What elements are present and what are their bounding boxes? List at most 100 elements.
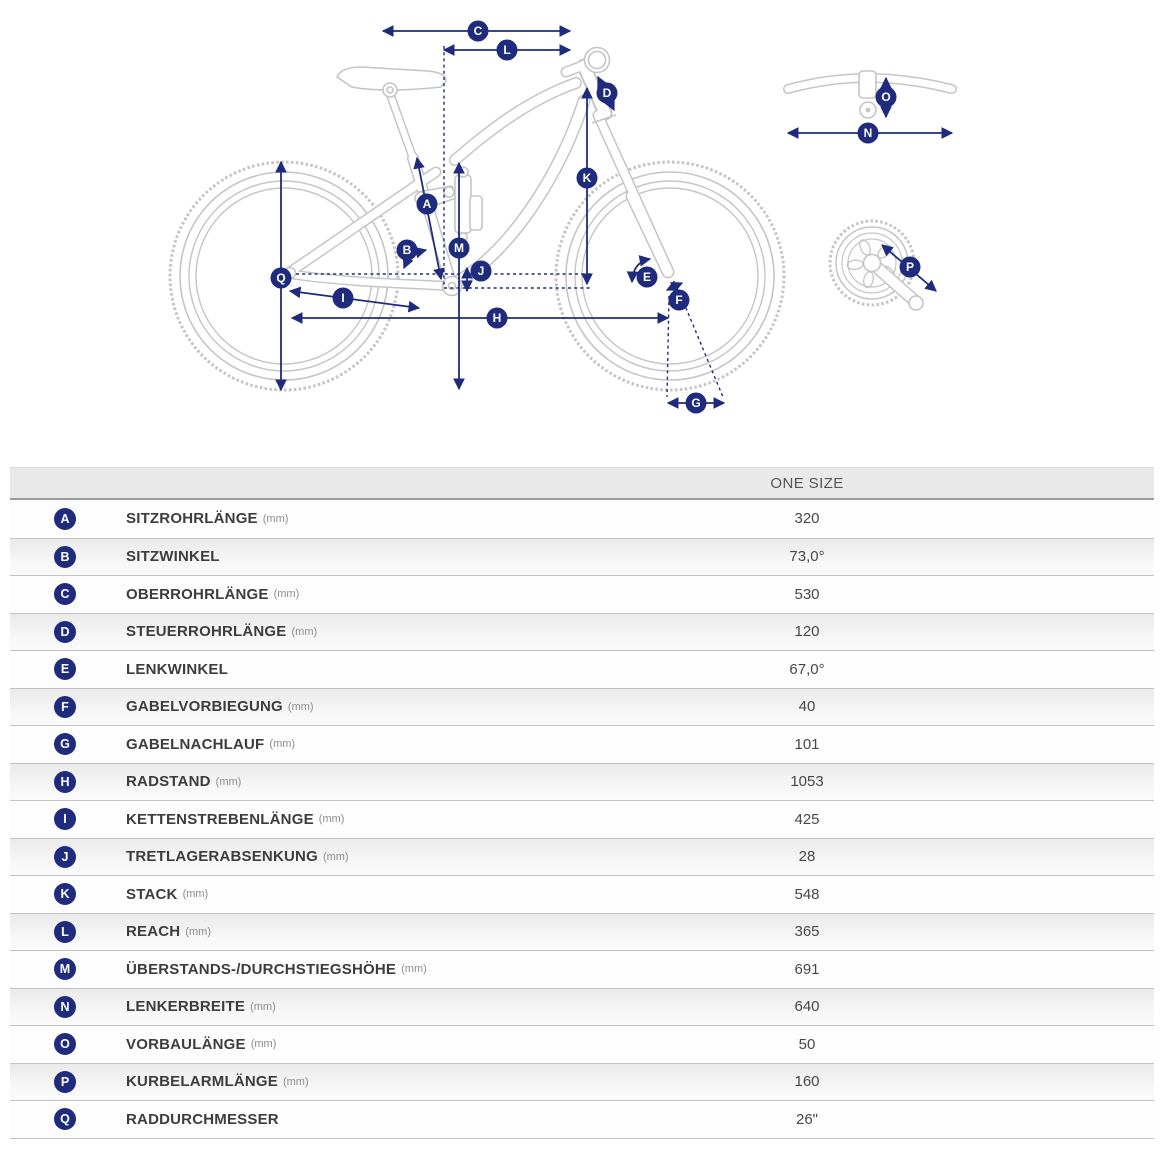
measurement-label-cell: N LENKERBREITE (mm) [10, 995, 460, 1018]
measurement-label-cell: M ÜBERSTANDS-/DURCHSTIEGSHÖHE (mm) [10, 958, 460, 981]
measurement-value: 365 [794, 923, 820, 941]
geometry-table-body: A SITZROHRLÄNGE (mm) 320 B SITZWINKEL 73… [10, 500, 1154, 1138]
table-row: G GABELNACHLAUF (mm) 101 [10, 725, 1154, 763]
marker-q: Q [270, 267, 292, 289]
measurement-unit: (mm) [185, 925, 211, 938]
measurement-unit: (mm) [282, 1075, 309, 1088]
measurement-label-cell: G GABELNACHLAUF (mm) [10, 733, 460, 756]
measurement-unit: (mm) [287, 700, 314, 713]
measurement-name: RADDURCHMESSER [126, 1110, 279, 1128]
table-row: A SITZROHRLÄNGE (mm) 320 [10, 500, 1154, 538]
bike-geometry-svg: A B C D E F G H I J K L M N O P Q [168, 20, 957, 414]
measurement-unit: (mm) [269, 738, 296, 751]
measurement-value: 40 [798, 698, 816, 716]
measurement-value: 28 [798, 848, 816, 866]
measurement-unit: (mm) [250, 1038, 277, 1051]
svg-text:D: D [603, 86, 612, 100]
marker-d: D [596, 82, 618, 104]
measurement-unit: (mm) [250, 1000, 276, 1013]
measurement-label-cell: O VORBAULÄNGE (mm) [10, 1033, 460, 1056]
marker-badge: K [54, 883, 76, 906]
marker-badge: E [54, 658, 76, 681]
measurement-unit: (mm) [262, 512, 289, 525]
measurement-value: 73,0° [789, 548, 825, 566]
svg-text:K: K [583, 171, 592, 185]
measurement-name: STACK [126, 885, 178, 903]
geometry-table: ONE SIZE A SITZROHRLÄNGE (mm) 320 B SITZ… [10, 467, 1154, 1139]
marker-badge: F [54, 695, 76, 718]
measurement-name: OBERROHRLÄNGE [126, 585, 269, 603]
marker-badge: D [54, 620, 76, 643]
handlebar-figure [783, 70, 957, 119]
marker-l: L [496, 39, 518, 61]
svg-text:M: M [454, 241, 464, 255]
measurement-value: 640 [794, 998, 820, 1016]
measurement-value: 26" [795, 1110, 818, 1128]
measurement-name: LENKWINKEL [126, 660, 228, 678]
reference-lines [296, 46, 724, 398]
measurement-name: VORBAULÄNGE [126, 1035, 246, 1053]
marker-n: N [857, 122, 879, 144]
measurement-unit: (mm) [182, 888, 209, 901]
marker-badge: O [54, 1033, 76, 1056]
marker-badge: M [54, 958, 76, 981]
measurement-value: 50 [798, 1035, 816, 1053]
measurement-label-cell: A SITZROHRLÄNGE (mm) [10, 507, 460, 530]
geometry-table-header: ONE SIZE [10, 467, 1154, 500]
measurement-unit: (mm) [291, 625, 318, 638]
bike-geometry-diagram: A B C D E F G H I J K L M N O P Q [0, 0, 1164, 460]
measurement-label-cell: F GABELVORBIEGUNG (mm) [10, 695, 460, 718]
measurement-value: 530 [794, 585, 820, 603]
table-row: L REACH (mm) 365 [10, 912, 1154, 950]
marker-badge: N [54, 995, 76, 1018]
svg-text:B: B [403, 243, 412, 257]
measurement-name: KURBELARMLÄNGE [126, 1073, 278, 1091]
saddle [336, 66, 447, 98]
marker-g: G [685, 392, 707, 414]
front-wheel [554, 160, 786, 392]
measurement-label-cell: H RADSTAND (mm) [10, 770, 460, 793]
table-row: M ÜBERSTANDS-/DURCHSTIEGSHÖHE (mm) 691 [10, 950, 1154, 988]
measurement-label-cell: B SITZWINKEL [10, 545, 460, 568]
svg-text:F: F [675, 293, 682, 307]
svg-text:O: O [881, 90, 890, 104]
measurement-value: 425 [794, 810, 820, 828]
measurement-label-cell: Q RADDURCHMESSER [10, 1108, 460, 1131]
table-row: O VORBAULÄNGE (mm) 50 [10, 1025, 1154, 1063]
marker-badge: Q [54, 1108, 76, 1131]
marker-i: I [332, 287, 354, 309]
measurement-value: 67,0° [789, 660, 825, 678]
measurement-label-cell: J TRETLAGERABSENKUNG (mm) [10, 845, 460, 868]
size-column-header: ONE SIZE [770, 474, 844, 492]
marker-badge: L [54, 920, 76, 943]
marker-p: P [899, 256, 921, 278]
measurement-name: GABELNACHLAUF [126, 735, 265, 753]
measurement-unit: (mm) [273, 588, 300, 601]
marker-badge: A [54, 507, 76, 530]
marker-badge: I [54, 808, 76, 831]
table-row: K STACK (mm) 548 [10, 875, 1154, 913]
marker-b: B [396, 239, 418, 261]
svg-text:Q: Q [276, 271, 285, 285]
measurement-value: 120 [794, 623, 820, 641]
marker-badge: B [54, 545, 76, 568]
measurement-label-cell: I KETTENSTREBENLÄNGE (mm) [10, 808, 460, 831]
table-row: I KETTENSTREBENLÄNGE (mm) 425 [10, 800, 1154, 838]
svg-text:G: G [691, 396, 700, 410]
measurement-unit: (mm) [318, 813, 345, 826]
measurement-name: GABELVORBIEGUNG [126, 698, 283, 716]
marker-h: H [486, 307, 508, 329]
svg-text:E: E [643, 270, 651, 284]
marker-k: K [576, 167, 598, 189]
svg-text:P: P [906, 260, 914, 274]
measurement-name: RADSTAND [126, 773, 211, 791]
table-row: E LENKWINKEL 67,0° [10, 650, 1154, 688]
table-row: P KURBELARMLÄNGE (mm) 160 [10, 1062, 1154, 1100]
measurement-name: TRETLAGERABSENKUNG [126, 848, 318, 866]
table-row: N LENKERBREITE (mm) 640 [10, 987, 1154, 1025]
measurement-label-cell: L REACH (mm) [10, 920, 460, 943]
table-row: C OBERROHRLÄNGE (mm) 530 [10, 575, 1154, 613]
marker-badge: G [54, 733, 76, 756]
marker-badge: P [54, 1070, 76, 1093]
